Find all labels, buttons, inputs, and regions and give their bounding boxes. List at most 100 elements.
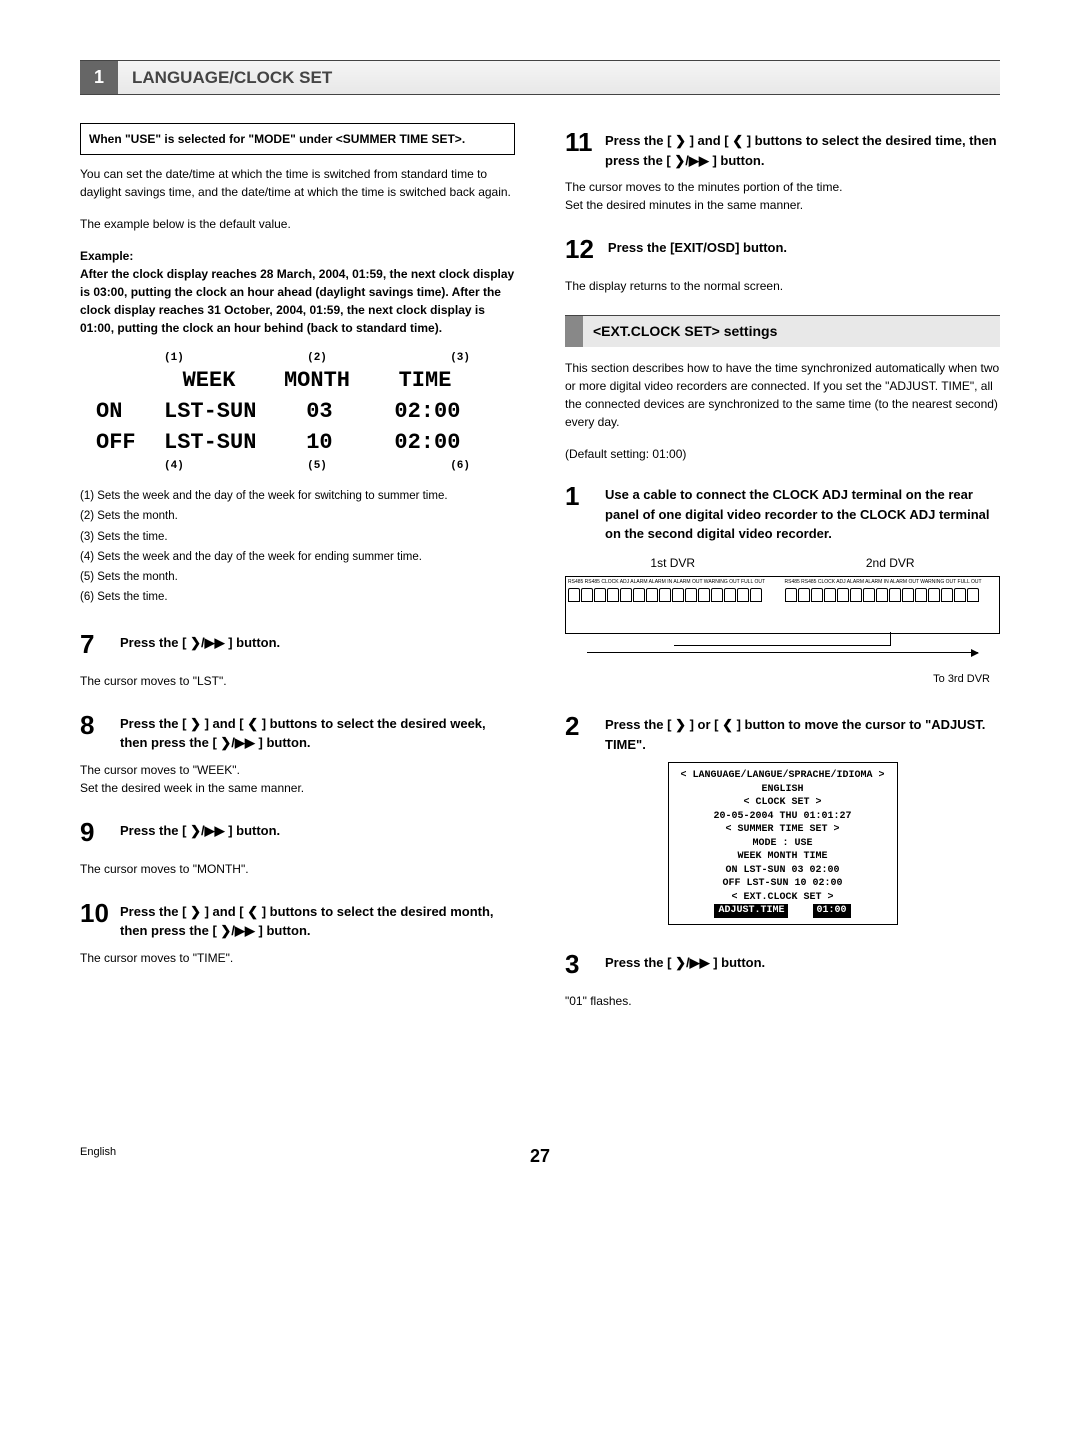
clock-off-month: 10 <box>274 428 364 459</box>
clock-header-time: TIME <box>380 366 470 397</box>
dvr-to-3rd: To 3rd DVR <box>565 671 1000 688</box>
clock-off-week: LST-SUN <box>164 428 256 459</box>
step-8-num: 8 <box>80 706 106 745</box>
marker-1: (1) <box>164 351 254 366</box>
note-6: (6) Sets the time. <box>80 589 515 606</box>
left-column: When "USE" is selected for "MODE" under … <box>80 123 515 1026</box>
marker-5: (5) <box>272 459 362 474</box>
step-2-num: 2 <box>565 707 591 746</box>
step-12-after: The display returns to the normal screen… <box>565 277 1000 295</box>
right-column: 11 Press the [ ❯ ] and [ ❮ ] buttons to … <box>565 123 1000 1026</box>
dvr-2-panel: RS485 RS485 CLOCK ADJ ALARM ALARM IN ALA… <box>783 577 1000 633</box>
ext-clock-banner: <EXT.CLOCK SET> settings <box>565 315 1000 347</box>
step-8-text: Press the [ ❯ ] and [ ❮ ] buttons to sel… <box>120 706 515 753</box>
section-header: 1 LANGUAGE/CLOCK SET <box>80 60 1000 95</box>
intro-para: You can set the date/time at which the t… <box>80 165 515 201</box>
step-1-text: Use a cable to connect the CLOCK ADJ ter… <box>605 477 1000 544</box>
step-8-after-1: The cursor moves to "WEEK". <box>80 763 240 777</box>
marker-6: (6) <box>380 459 470 474</box>
page-footer: English 27 <box>80 1146 1000 1158</box>
note-1: (1) Sets the week and the day of the wee… <box>80 488 515 505</box>
section-number: 1 <box>80 61 118 94</box>
clock-on: ON <box>96 397 146 428</box>
note-3: (3) Sets the time. <box>80 529 515 546</box>
clock-notes: (1) Sets the week and the day of the wee… <box>80 488 515 607</box>
step-2-text: Press the [ ❯ ] or [ ❮ ] button to move … <box>605 707 1000 754</box>
mode-use-box: When "USE" is selected for "MODE" under … <box>80 123 515 155</box>
osd-l5: < SUMMER TIME SET > <box>675 823 891 837</box>
step-10-text: Press the [ ❯ ] and [ ❮ ] buttons to sel… <box>120 894 515 941</box>
osd-l3: < CLOCK SET > <box>675 796 891 810</box>
osd-adjust-label: ADJUST.TIME <box>714 904 788 918</box>
footer-language: English <box>80 1146 116 1158</box>
page-number: 27 <box>530 1146 550 1167</box>
step-8-after-2: Set the desired week in the same manner. <box>80 781 304 795</box>
marker-3: (3) <box>380 351 470 366</box>
osd-l11: ADJUST.TIME 01:00 <box>675 904 891 918</box>
osd-l1: < LANGUAGE/LANGUE/SPRACHE/IDIOMA > <box>675 769 891 783</box>
step-11-text: Press the [ ❯ ] and [ ❮ ] buttons to sel… <box>605 123 1000 170</box>
osd-l4: 20-05-2004 THU 01:01:27 <box>675 810 891 824</box>
osd-l9: OFF LST-SUN 10 02:00 <box>675 877 891 891</box>
step-3: 3 Press the [ ❯/▶▶ ] button. <box>565 945 1000 984</box>
osd-l6: MODE : USE <box>675 837 891 851</box>
step-11-after-2: Set the desired minutes in the same mann… <box>565 198 803 212</box>
step-1-num: 1 <box>565 477 591 516</box>
step-3-num: 3 <box>565 945 591 984</box>
step-7-text: Press the [ ❯/▶▶ ] button. <box>120 625 280 653</box>
step-12-text: Press the [EXIT/OSD] button. <box>608 230 787 258</box>
step-10-num: 10 <box>80 894 106 933</box>
step-12-num: 12 <box>565 230 594 269</box>
osd-screen: < LANGUAGE/LANGUE/SPRACHE/IDIOMA > ENGLI… <box>668 762 898 925</box>
step-9: 9 Press the [ ❯/▶▶ ] button. <box>80 813 515 852</box>
clock-off-time: 02:00 <box>382 428 472 459</box>
step-8-after: The cursor moves to "WEEK". Set the desi… <box>80 761 515 797</box>
osd-l2: ENGLISH <box>675 783 891 797</box>
osd-l7: WEEK MONTH TIME <box>675 850 891 864</box>
dvr-diagram: 1st DVR 2nd DVR RS485 RS485 CLOCK ADJ AL… <box>565 554 1000 688</box>
osd-l10: < EXT.CLOCK SET > <box>675 891 891 905</box>
content-columns: When "USE" is selected for "MODE" under … <box>80 123 1000 1026</box>
dvr-label-1: 1st DVR <box>650 554 695 572</box>
step-11-after-1: The cursor moves to the minutes portion … <box>565 180 842 194</box>
note-5: (5) Sets the month. <box>80 569 515 586</box>
marker-2: (2) <box>272 351 362 366</box>
dvr-box: RS485 RS485 CLOCK ADJ ALARM ALARM IN ALA… <box>565 576 1000 634</box>
step-12: 12 Press the [EXIT/OSD] button. <box>565 230 1000 269</box>
step-11-after: The cursor moves to the minutes portion … <box>565 178 1000 214</box>
banner-bar <box>565 316 583 347</box>
clock-on-month: 03 <box>274 397 364 428</box>
clock-header-month: MONTH <box>272 366 362 397</box>
note-2: (2) Sets the month. <box>80 508 515 525</box>
note-4: (4) Sets the week and the day of the wee… <box>80 549 515 566</box>
clock-off: OFF <box>96 428 146 459</box>
ext-clock-para: This section describes how to have the t… <box>565 359 1000 431</box>
clock-on-time: 02:00 <box>382 397 472 428</box>
clock-header-week: WEEK <box>164 366 254 397</box>
step-10-after: The cursor moves to "TIME". <box>80 949 515 967</box>
step-8: 8 Press the [ ❯ ] and [ ❮ ] buttons to s… <box>80 706 515 753</box>
step-9-text: Press the [ ❯/▶▶ ] button. <box>120 813 280 841</box>
step-9-num: 9 <box>80 813 106 852</box>
step-9-after: The cursor moves to "MONTH". <box>80 860 515 878</box>
step-7-after: The cursor moves to "LST". <box>80 672 515 690</box>
clock-display: (1) (2) (3) WEEK MONTH TIME ON LST-SUN 0… <box>96 351 515 474</box>
example-text: After the clock display reaches 28 March… <box>80 265 515 337</box>
step-3-after: "01" flashes. <box>565 992 1000 1010</box>
step-11: 11 Press the [ ❯ ] and [ ❮ ] buttons to … <box>565 123 1000 170</box>
osd-l8: ON LST-SUN 03 02:00 <box>675 864 891 878</box>
section-title: LANGUAGE/CLOCK SET <box>118 61 1000 94</box>
dvr-label-2: 2nd DVR <box>866 554 915 572</box>
step-2: 2 Press the [ ❯ ] or [ ❮ ] button to mov… <box>565 707 1000 754</box>
example-block: Example: After the clock display reaches… <box>80 247 515 337</box>
ext-clock-default: (Default setting: 01:00) <box>565 445 1000 463</box>
example-label: Example: <box>80 247 515 265</box>
ext-clock-title: <EXT.CLOCK SET> settings <box>583 316 787 347</box>
step-11-num: 11 <box>565 123 591 162</box>
step-7: 7 Press the [ ❯/▶▶ ] button. <box>80 625 515 664</box>
step-3-text: Press the [ ❯/▶▶ ] button. <box>605 945 765 973</box>
marker-4: (4) <box>164 459 254 474</box>
step-1: 1 Use a cable to connect the CLOCK ADJ t… <box>565 477 1000 544</box>
osd-adjust-value: 01:00 <box>813 904 851 918</box>
default-note: The example below is the default value. <box>80 215 515 233</box>
